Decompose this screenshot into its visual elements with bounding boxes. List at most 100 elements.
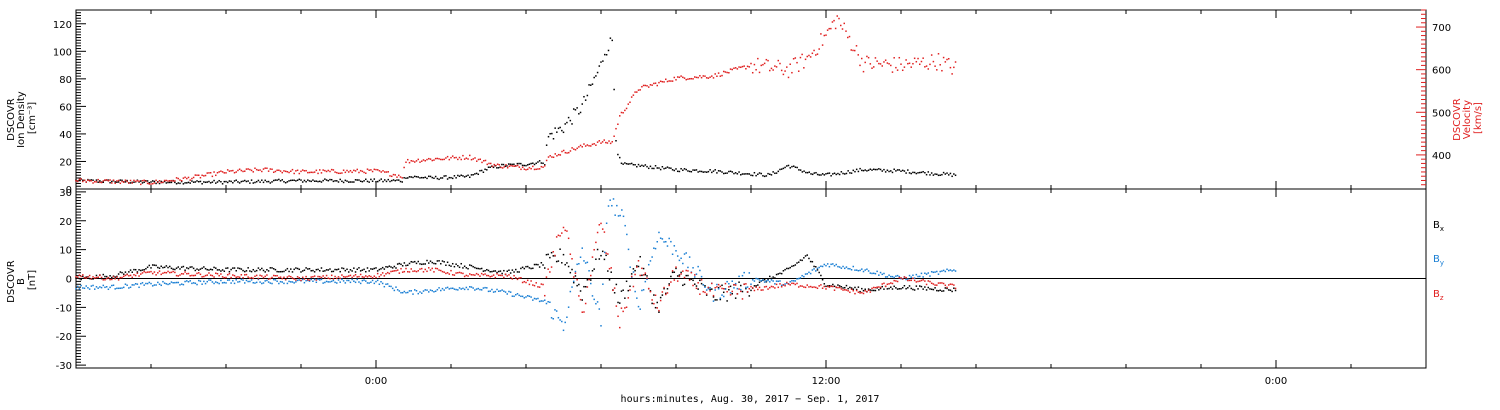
data-point [919,63,921,66]
data-point [496,167,498,169]
data-point [424,289,426,291]
data-point [833,285,836,288]
data-point [170,181,173,184]
data-point [446,155,449,158]
data-point [615,127,617,130]
data-point [421,160,423,162]
field-tick-label: -10 [56,303,72,314]
data-point [600,142,602,144]
data-point [622,289,624,291]
data-point [407,270,409,273]
data-point [220,270,222,272]
data-point [293,172,295,175]
data-point [630,273,633,275]
data-point [431,267,433,270]
data-point [937,290,940,292]
data-point [290,268,292,270]
data-point [94,277,96,279]
data-point [223,270,226,272]
data-point [861,268,863,270]
data-point [250,179,253,181]
data-point [415,270,418,273]
data-point [579,290,582,292]
data-point [131,182,133,184]
data-point [559,126,561,129]
data-point [787,267,790,270]
data-point [852,169,855,172]
data-point [460,272,462,274]
data-point [557,316,560,319]
data-point [111,284,113,287]
data-point [936,284,938,286]
data-point [571,258,573,260]
data-point [569,290,572,293]
data-point [184,176,186,179]
data-point [252,268,255,271]
data-point [908,279,911,282]
data-point [284,170,287,173]
data-point [772,280,774,282]
data-point [734,282,737,285]
data-point [218,282,220,285]
data-point [590,145,592,147]
data-point [574,149,577,151]
data-point [226,273,229,276]
data-point [586,286,589,288]
data-point [151,180,154,182]
data-point [462,175,464,177]
data-point [158,270,161,272]
data-point [399,180,402,183]
data-point [375,280,377,283]
data-point [890,64,892,67]
data-point [501,274,503,277]
data-point [564,123,566,125]
data-point [92,182,94,184]
data-point [751,174,754,177]
data-point [852,289,855,292]
data-point [949,66,952,69]
data-point [262,276,265,279]
data-point [177,275,180,277]
data-point [230,276,232,279]
data-point [211,269,214,271]
data-point [583,143,585,145]
density-tick-label: 40 [59,130,72,141]
data-point [770,279,773,281]
data-point [146,182,149,185]
data-point [861,57,863,60]
data-point [729,294,732,296]
data-point [385,273,387,275]
data-point [221,171,224,173]
data-point [274,268,277,271]
data-point [695,76,698,79]
data-point [537,168,539,170]
data-point [651,84,653,86]
data-point [259,281,261,283]
data-point [564,229,566,232]
data-point [422,290,425,292]
data-point [530,296,532,298]
data-point [920,285,923,288]
data-point [140,282,142,285]
data-point [341,172,343,174]
data-point [816,173,819,176]
data-point [102,180,105,182]
data-point [513,165,516,167]
data-point [647,263,650,266]
data-point [162,272,164,274]
data-point [506,270,508,273]
data-point [491,270,493,273]
data-point [852,265,855,268]
data-point [884,285,887,288]
density-tick-label: 120 [53,20,72,31]
data-point [310,278,312,281]
data-point [474,274,476,276]
data-point [383,285,386,288]
data-point [574,272,577,274]
data-point [584,302,587,305]
data-point [808,171,811,173]
data-point [391,179,393,182]
data-point [675,267,677,270]
data-point [434,290,437,293]
